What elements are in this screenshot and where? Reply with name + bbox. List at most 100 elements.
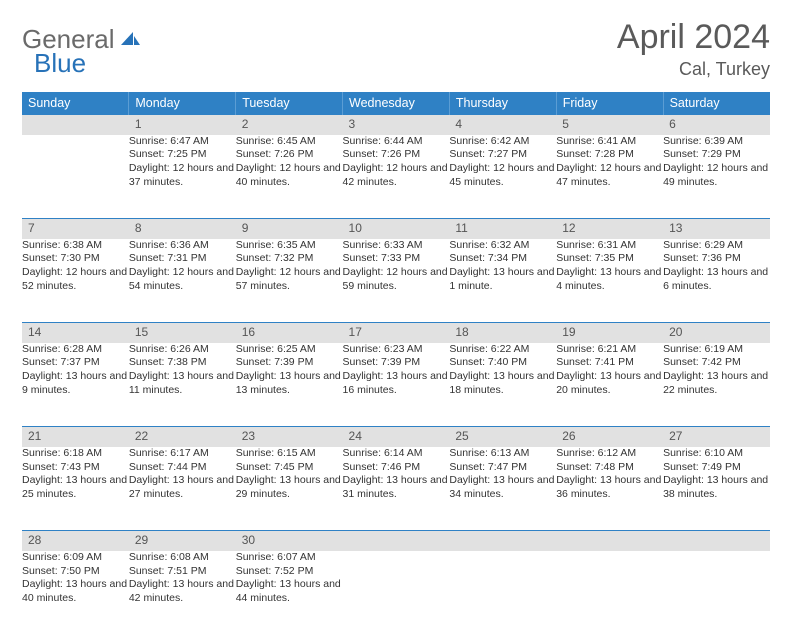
sunset-line: Sunset: 7:51 PM — [129, 565, 236, 579]
calendar-table: Sunday Monday Tuesday Wednesday Thursday… — [22, 92, 770, 635]
day-number-cell: 7 — [22, 219, 129, 239]
sail-icon — [119, 24, 141, 55]
day-content-cell: Sunrise: 6:25 AMSunset: 7:39 PMDaylight:… — [236, 343, 343, 427]
day-number-cell: 9 — [236, 219, 343, 239]
daylight-line: Daylight: 13 hours and 34 minutes. — [449, 474, 556, 501]
day-content-cell: Sunrise: 6:39 AMSunset: 7:29 PMDaylight:… — [663, 135, 770, 219]
title-block: April 2024 Cal, Turkey — [617, 18, 770, 80]
day-content-cell: Sunrise: 6:15 AMSunset: 7:45 PMDaylight:… — [236, 447, 343, 531]
sunrise-line: Sunrise: 6:17 AM — [129, 447, 236, 461]
daylight-line: Daylight: 13 hours and 13 minutes. — [236, 370, 343, 397]
day-content-cell: Sunrise: 6:26 AMSunset: 7:38 PMDaylight:… — [129, 343, 236, 427]
daylight-line: Daylight: 13 hours and 11 minutes. — [129, 370, 236, 397]
weekday-header: Friday — [556, 92, 663, 115]
daylight-line: Daylight: 12 hours and 57 minutes. — [236, 266, 343, 293]
calendar-body: 123456Sunrise: 6:47 AMSunset: 7:25 PMDay… — [22, 115, 770, 635]
sunset-line: Sunset: 7:28 PM — [556, 148, 663, 162]
day-content-cell: Sunrise: 6:12 AMSunset: 7:48 PMDaylight:… — [556, 447, 663, 531]
sunset-line: Sunset: 7:26 PM — [236, 148, 343, 162]
day-number-cell: 8 — [129, 219, 236, 239]
day-content-cell: Sunrise: 6:18 AMSunset: 7:43 PMDaylight:… — [22, 447, 129, 531]
sunrise-line: Sunrise: 6:15 AM — [236, 447, 343, 461]
daylight-line: Daylight: 13 hours and 42 minutes. — [129, 578, 236, 605]
day-content-row: Sunrise: 6:28 AMSunset: 7:37 PMDaylight:… — [22, 343, 770, 427]
sunrise-line: Sunrise: 6:21 AM — [556, 343, 663, 357]
sunrise-line: Sunrise: 6:07 AM — [236, 551, 343, 565]
sunset-line: Sunset: 7:35 PM — [556, 252, 663, 266]
weekday-header: Saturday — [663, 92, 770, 115]
day-content-row: Sunrise: 6:47 AMSunset: 7:25 PMDaylight:… — [22, 135, 770, 219]
daylight-line: Daylight: 12 hours and 42 minutes. — [343, 162, 450, 189]
weekday-header: Thursday — [449, 92, 556, 115]
sunrise-line: Sunrise: 6:23 AM — [343, 343, 450, 357]
day-content-cell: Sunrise: 6:19 AMSunset: 7:42 PMDaylight:… — [663, 343, 770, 427]
sunrise-line: Sunrise: 6:41 AM — [556, 135, 663, 149]
sunset-line: Sunset: 7:49 PM — [663, 461, 770, 475]
day-content-cell — [663, 551, 770, 635]
sunset-line: Sunset: 7:42 PM — [663, 356, 770, 370]
day-number-cell: 24 — [343, 427, 450, 447]
sunset-line: Sunset: 7:25 PM — [129, 148, 236, 162]
day-number-cell: 25 — [449, 427, 556, 447]
day-number-cell: 16 — [236, 323, 343, 343]
daylight-line: Daylight: 12 hours and 52 minutes. — [22, 266, 129, 293]
location-label: Cal, Turkey — [617, 59, 770, 80]
sunset-line: Sunset: 7:45 PM — [236, 461, 343, 475]
day-content-cell: Sunrise: 6:10 AMSunset: 7:49 PMDaylight:… — [663, 447, 770, 531]
sunrise-line: Sunrise: 6:36 AM — [129, 239, 236, 253]
day-content-cell: Sunrise: 6:23 AMSunset: 7:39 PMDaylight:… — [343, 343, 450, 427]
day-content-row: Sunrise: 6:09 AMSunset: 7:50 PMDaylight:… — [22, 551, 770, 635]
daylight-line: Daylight: 13 hours and 20 minutes. — [556, 370, 663, 397]
sunrise-line: Sunrise: 6:18 AM — [22, 447, 129, 461]
day-content-row: Sunrise: 6:38 AMSunset: 7:30 PMDaylight:… — [22, 239, 770, 323]
sunrise-line: Sunrise: 6:28 AM — [22, 343, 129, 357]
daylight-line: Daylight: 13 hours and 27 minutes. — [129, 474, 236, 501]
day-content-cell: Sunrise: 6:17 AMSunset: 7:44 PMDaylight:… — [129, 447, 236, 531]
sunset-line: Sunset: 7:27 PM — [449, 148, 556, 162]
sunset-line: Sunset: 7:26 PM — [343, 148, 450, 162]
daylight-line: Daylight: 13 hours and 4 minutes. — [556, 266, 663, 293]
day-number-cell: 6 — [663, 115, 770, 135]
day-content-cell: Sunrise: 6:38 AMSunset: 7:30 PMDaylight:… — [22, 239, 129, 323]
daylight-line: Daylight: 13 hours and 40 minutes. — [22, 578, 129, 605]
sunset-line: Sunset: 7:38 PM — [129, 356, 236, 370]
daylight-line: Daylight: 12 hours and 59 minutes. — [343, 266, 450, 293]
day-number-cell: 29 — [129, 531, 236, 551]
day-number-cell: 22 — [129, 427, 236, 447]
daylight-line: Daylight: 12 hours and 49 minutes. — [663, 162, 770, 189]
day-content-cell: Sunrise: 6:29 AMSunset: 7:36 PMDaylight:… — [663, 239, 770, 323]
daylight-line: Daylight: 13 hours and 29 minutes. — [236, 474, 343, 501]
day-number-cell — [22, 115, 129, 135]
sunrise-line: Sunrise: 6:08 AM — [129, 551, 236, 565]
day-number-row: 14151617181920 — [22, 323, 770, 343]
daylight-line: Daylight: 13 hours and 6 minutes. — [663, 266, 770, 293]
sunset-line: Sunset: 7:52 PM — [236, 565, 343, 579]
day-number-cell: 21 — [22, 427, 129, 447]
weekday-header-row: Sunday Monday Tuesday Wednesday Thursday… — [22, 92, 770, 115]
sunset-line: Sunset: 7:39 PM — [236, 356, 343, 370]
daylight-line: Daylight: 13 hours and 31 minutes. — [343, 474, 450, 501]
sunrise-line: Sunrise: 6:19 AM — [663, 343, 770, 357]
sunrise-line: Sunrise: 6:09 AM — [22, 551, 129, 565]
day-content-cell: Sunrise: 6:09 AMSunset: 7:50 PMDaylight:… — [22, 551, 129, 635]
daylight-line: Daylight: 13 hours and 18 minutes. — [449, 370, 556, 397]
day-number-cell: 1 — [129, 115, 236, 135]
sunrise-line: Sunrise: 6:31 AM — [556, 239, 663, 253]
daylight-line: Daylight: 12 hours and 40 minutes. — [236, 162, 343, 189]
day-number-cell: 2 — [236, 115, 343, 135]
day-number-cell — [343, 531, 450, 551]
sunrise-line: Sunrise: 6:35 AM — [236, 239, 343, 253]
day-content-cell: Sunrise: 6:32 AMSunset: 7:34 PMDaylight:… — [449, 239, 556, 323]
sunrise-line: Sunrise: 6:22 AM — [449, 343, 556, 357]
sunset-line: Sunset: 7:33 PM — [343, 252, 450, 266]
day-number-cell: 15 — [129, 323, 236, 343]
day-content-cell — [556, 551, 663, 635]
day-content-cell — [449, 551, 556, 635]
day-content-cell — [22, 135, 129, 219]
daylight-line: Daylight: 13 hours and 44 minutes. — [236, 578, 343, 605]
daylight-line: Daylight: 13 hours and 38 minutes. — [663, 474, 770, 501]
day-number-cell: 26 — [556, 427, 663, 447]
sunrise-line: Sunrise: 6:38 AM — [22, 239, 129, 253]
sunset-line: Sunset: 7:30 PM — [22, 252, 129, 266]
daylight-line: Daylight: 12 hours and 45 minutes. — [449, 162, 556, 189]
